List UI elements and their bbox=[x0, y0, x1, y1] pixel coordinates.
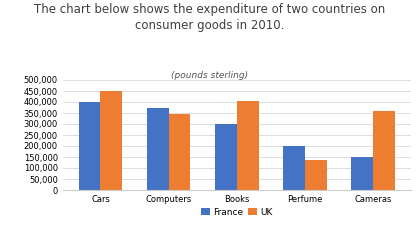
Bar bbox=[101, 91, 122, 190]
Bar bbox=[79, 102, 101, 190]
Text: The chart below shows the expenditure of two countries on
consumer goods in 2010: The chart below shows the expenditure of… bbox=[34, 2, 385, 32]
Bar bbox=[168, 114, 190, 190]
Bar bbox=[305, 160, 327, 190]
Text: (pounds sterling): (pounds sterling) bbox=[171, 71, 248, 80]
Bar bbox=[283, 146, 305, 190]
Bar bbox=[373, 111, 395, 190]
Bar bbox=[215, 124, 237, 190]
Legend: France, UK: France, UK bbox=[197, 204, 276, 221]
Bar bbox=[351, 157, 373, 190]
Bar bbox=[237, 101, 259, 190]
Bar bbox=[147, 108, 168, 190]
